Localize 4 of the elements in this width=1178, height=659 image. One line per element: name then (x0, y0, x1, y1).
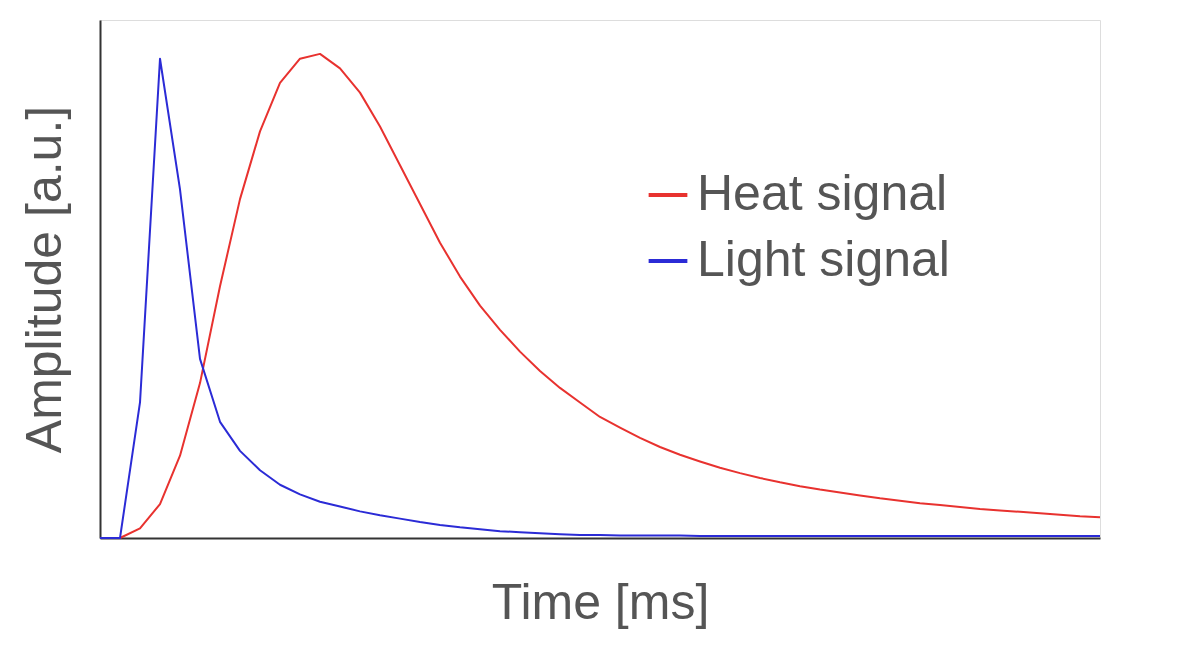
y-axis-title: Amplitude [a.u.] (15, 105, 72, 454)
legend-label: Light signal (697, 231, 950, 287)
legend-label: Heat signal (697, 165, 948, 221)
x-axis-title: Time [ms] (491, 573, 710, 630)
